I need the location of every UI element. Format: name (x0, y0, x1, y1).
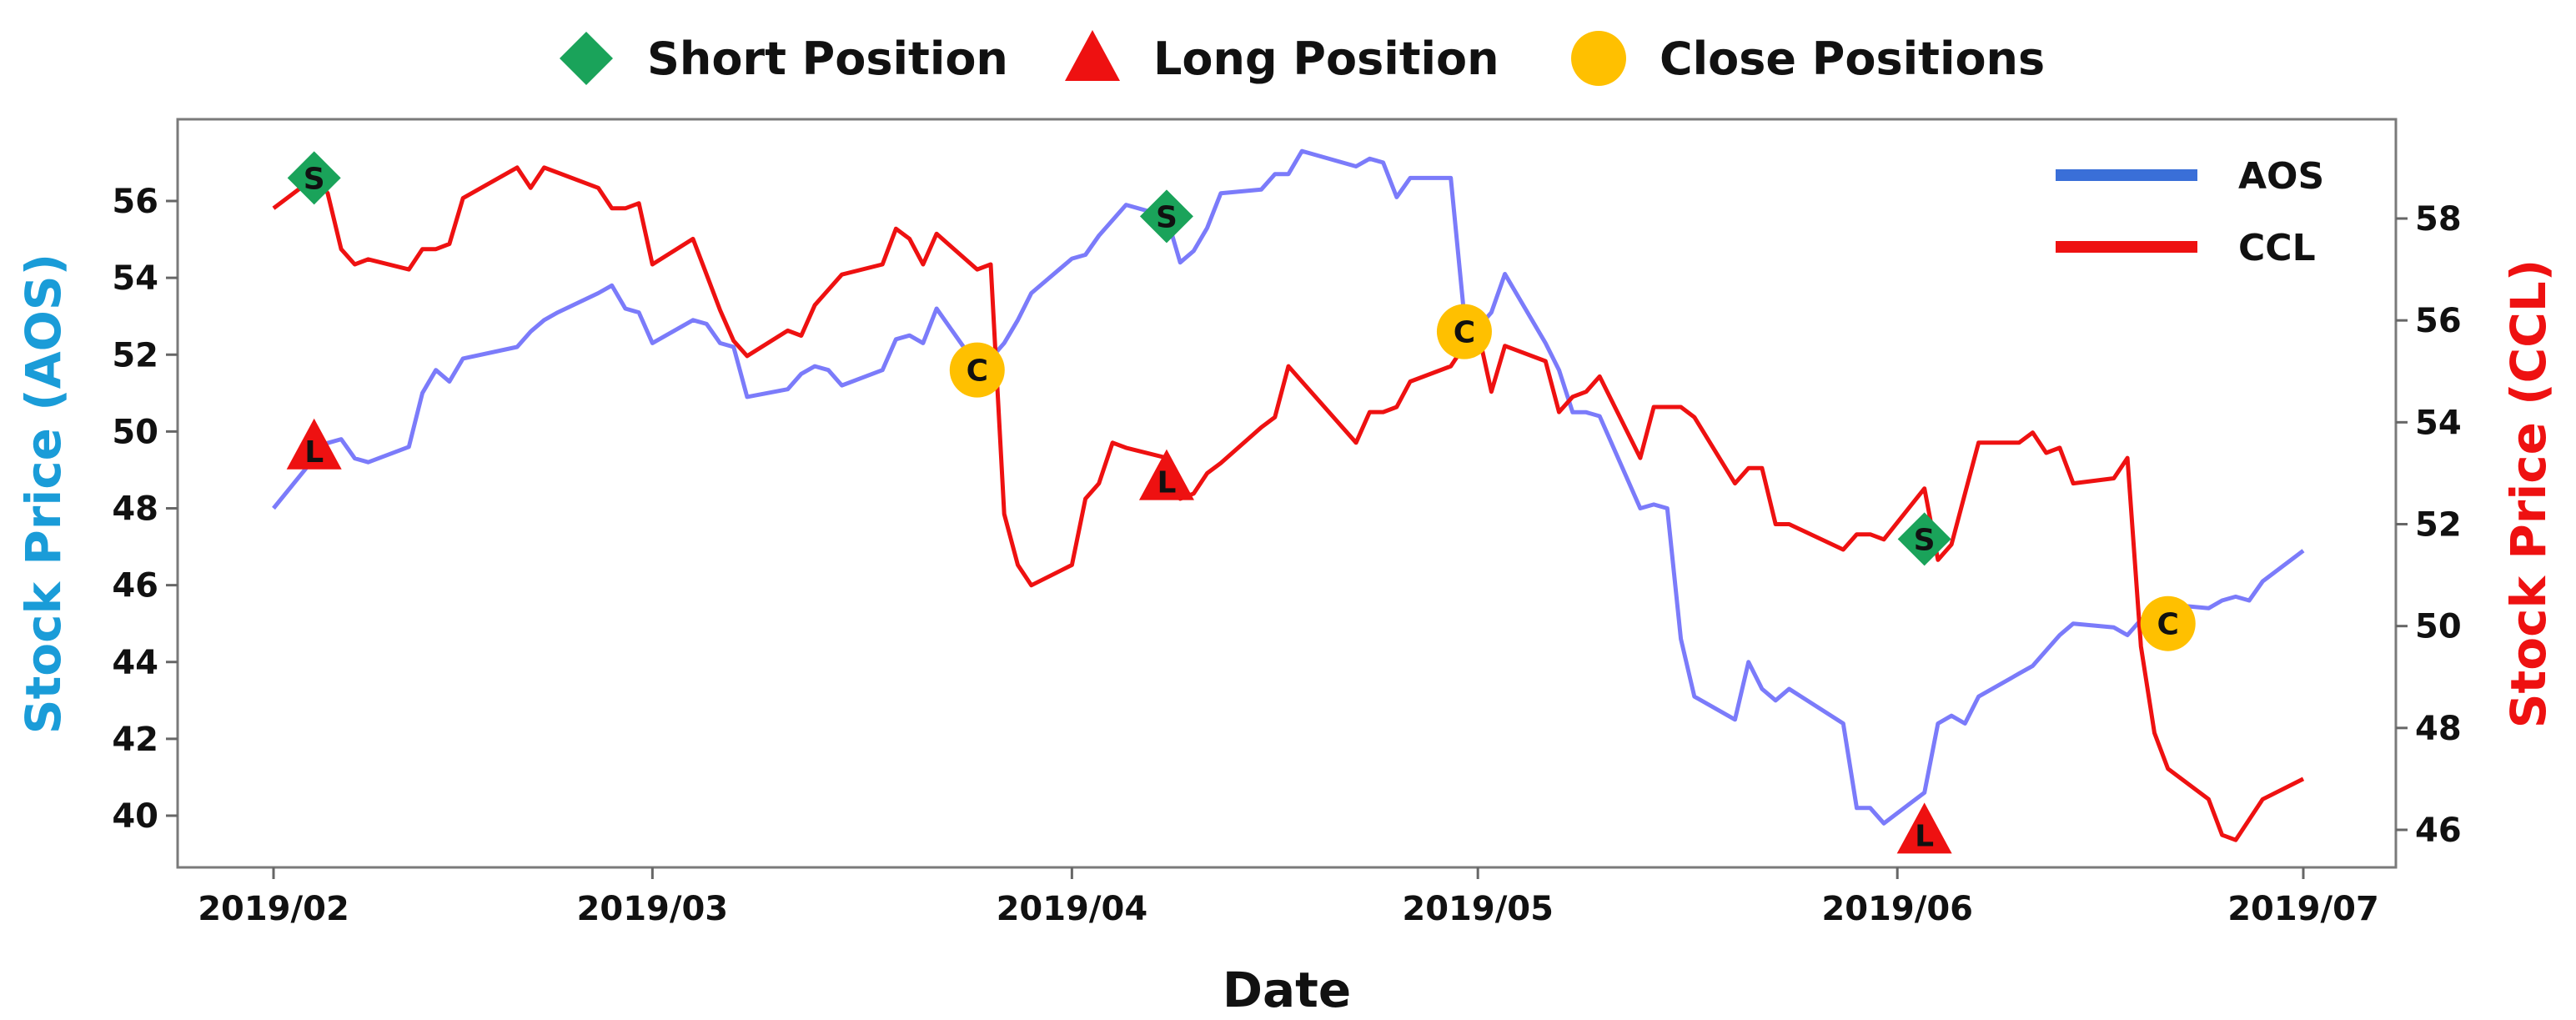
close-position-marker (949, 342, 1005, 398)
top-legend: Short Position Long Position Close Positio… (560, 30, 2045, 86)
long-position-marker-label: L (1915, 819, 1934, 853)
x-tick-label: 2019/02 (198, 890, 349, 928)
short-position-marker (1139, 189, 1193, 244)
y-right-tick-label: 58 (2415, 200, 2462, 239)
plot-frame (176, 118, 2398, 869)
x-axis-title: Date (1223, 962, 1351, 1018)
close-position-marker (2140, 595, 2196, 651)
close-position-marker-label: C (2157, 608, 2179, 642)
short-position-marker-label: S (1914, 523, 1936, 557)
short-position-marker (1897, 512, 1951, 566)
y-left-tick-label: 48 (112, 490, 158, 529)
series-lines (272, 148, 2305, 842)
x-tick-label: 2019/03 (577, 890, 729, 928)
diamond-legend-marker (560, 32, 613, 85)
legend-label: Close Positions (1660, 33, 2045, 85)
x-tick-label: 2019/04 (997, 890, 1148, 928)
long-position-marker (1138, 449, 1194, 500)
long-position-marker (286, 418, 342, 470)
long-position-marker-label: L (1157, 466, 1176, 500)
x-axis: 2019/02 2019/03 2019/04 2019/05 2019/06 2019/… (198, 867, 2379, 928)
y-axis-left-title: Stock Price (AOS) (15, 254, 72, 734)
x-tick-label: 2019/05 (1402, 890, 1554, 928)
y-right-tick-label: 52 (2415, 506, 2462, 545)
series-legend: AOS CCL (2056, 155, 2324, 269)
y-left-tick-label: 44 (112, 644, 158, 682)
y-left-tick-label: 56 (112, 183, 158, 221)
y-left-tick-label: 40 (112, 797, 158, 836)
series-legend-label: CCL (2238, 227, 2316, 269)
short-position-marker-label: S (304, 162, 325, 196)
close-position-marker (1436, 304, 1492, 359)
position-markers: S L C S L C S L C (286, 151, 2196, 854)
y-left-tick-label: 50 (112, 413, 158, 451)
legend-label: Short Position (647, 33, 1008, 85)
series-line-aos (272, 148, 2305, 826)
close-position-marker-label: C (967, 354, 988, 389)
triangle-legend-marker (1065, 30, 1120, 81)
y-left-tick-label: 42 (112, 721, 158, 759)
series-legend-label: AOS (2238, 155, 2324, 198)
series-line-ccl (272, 165, 2305, 842)
close-position-marker-label: C (1454, 316, 1475, 350)
x-tick-label: 2019/06 (1821, 890, 1973, 928)
x-tick-label: 2019/07 (2227, 890, 2379, 928)
y-axis-right-title: Stock Price (CCL) (2500, 259, 2557, 729)
y-left-tick-label: 52 (112, 336, 158, 374)
long-position-marker (1896, 802, 1952, 854)
y-right-tick-label: 48 (2415, 710, 2462, 748)
circle-legend-marker (1571, 31, 1626, 86)
y-right-tick-label: 50 (2415, 608, 2462, 646)
y-right-tick-label: 46 (2415, 811, 2462, 850)
y-right-tick-label: 56 (2415, 302, 2462, 340)
long-position-marker-label: L (304, 435, 324, 470)
y-axis-right: 46 48 50 52 54 56 58 (2396, 200, 2462, 850)
y-left-tick-label: 54 (112, 259, 158, 298)
y-right-tick-label: 54 (2415, 404, 2462, 442)
legend-label: Long Position (1153, 33, 1499, 85)
short-position-marker-label: S (1156, 200, 1178, 234)
y-left-tick-label: 46 (112, 567, 158, 605)
y-axis-left: 40 42 44 46 48 50 52 54 56 (112, 183, 178, 836)
short-position-marker (287, 151, 341, 205)
